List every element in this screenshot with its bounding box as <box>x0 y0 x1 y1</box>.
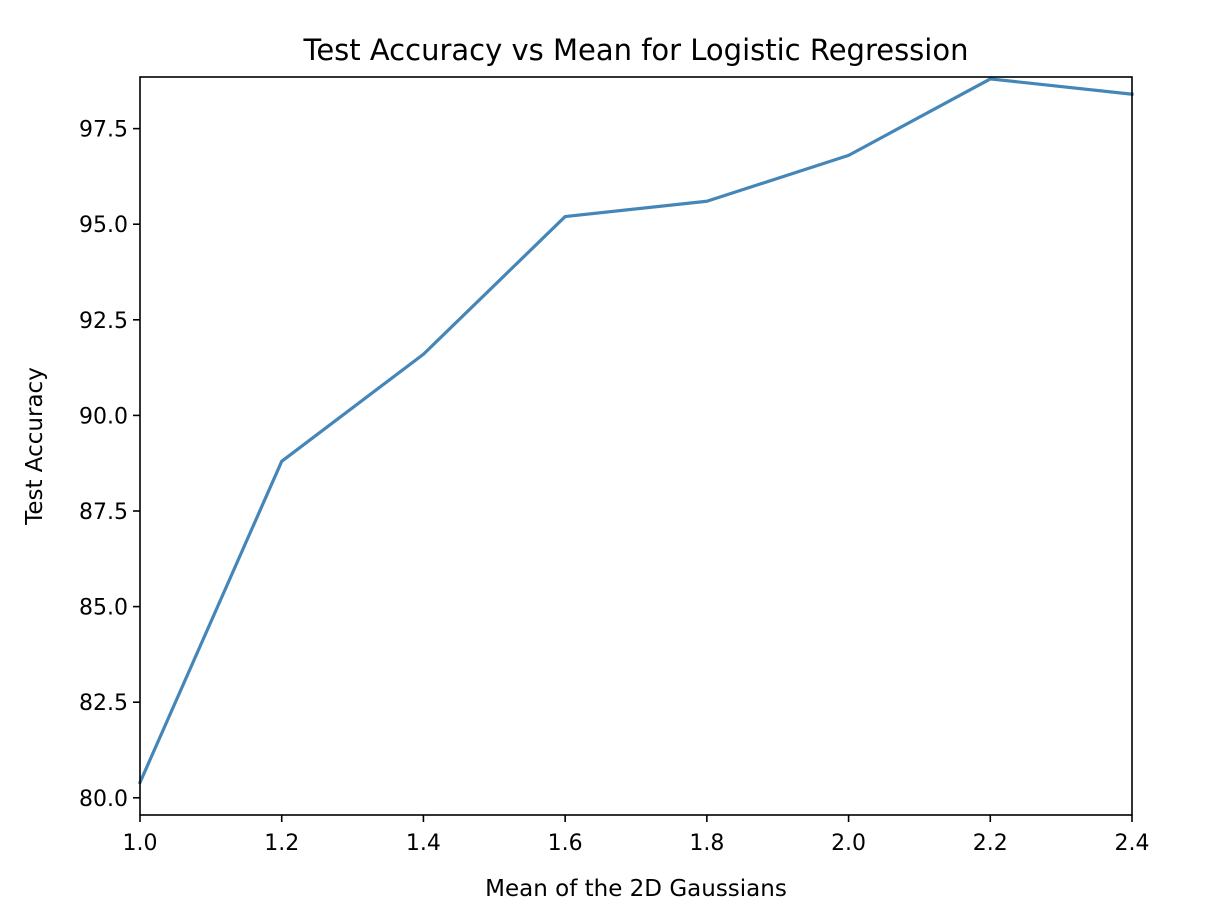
y-tick-label: 97.5 <box>79 118 128 143</box>
y-tick-label: 90.0 <box>79 404 128 429</box>
plot-frame <box>139 76 1133 816</box>
series-layer <box>137 77 1134 785</box>
x-axis-ticks: 1.0 1.2 1.4 1.6 1.8 2.0 2.2 2.4 <box>123 815 1150 856</box>
y-tick-label: 95.0 <box>79 213 128 238</box>
x-tick-label: 1.8 <box>689 831 724 856</box>
x-tick-label: 1.4 <box>406 831 441 856</box>
y-tick-label: 87.5 <box>79 500 128 525</box>
x-tick-label: 2.2 <box>973 831 1008 856</box>
series-line <box>137 77 1134 785</box>
y-axis-ticks: 80.0 82.5 85.0 87.5 90.0 92.5 95.0 97.5 <box>79 118 140 812</box>
x-axis-label: Mean of the 2D Gaussians <box>485 876 787 902</box>
y-axis-label: Test Accuracy <box>22 367 48 526</box>
x-tick-label: 1.0 <box>123 831 158 856</box>
y-tick-label: 80.0 <box>79 787 128 812</box>
x-tick-label: 1.6 <box>548 831 583 856</box>
x-tick-label: 2.0 <box>831 831 866 856</box>
x-tick-label: 1.2 <box>264 831 299 856</box>
y-tick-label: 92.5 <box>79 309 128 334</box>
y-tick-label: 85.0 <box>79 596 128 621</box>
x-tick-label: 2.4 <box>1115 831 1150 856</box>
chart-title: Test Accuracy vs Mean for Logistic Regre… <box>303 33 969 67</box>
y-tick-label: 82.5 <box>79 691 128 716</box>
